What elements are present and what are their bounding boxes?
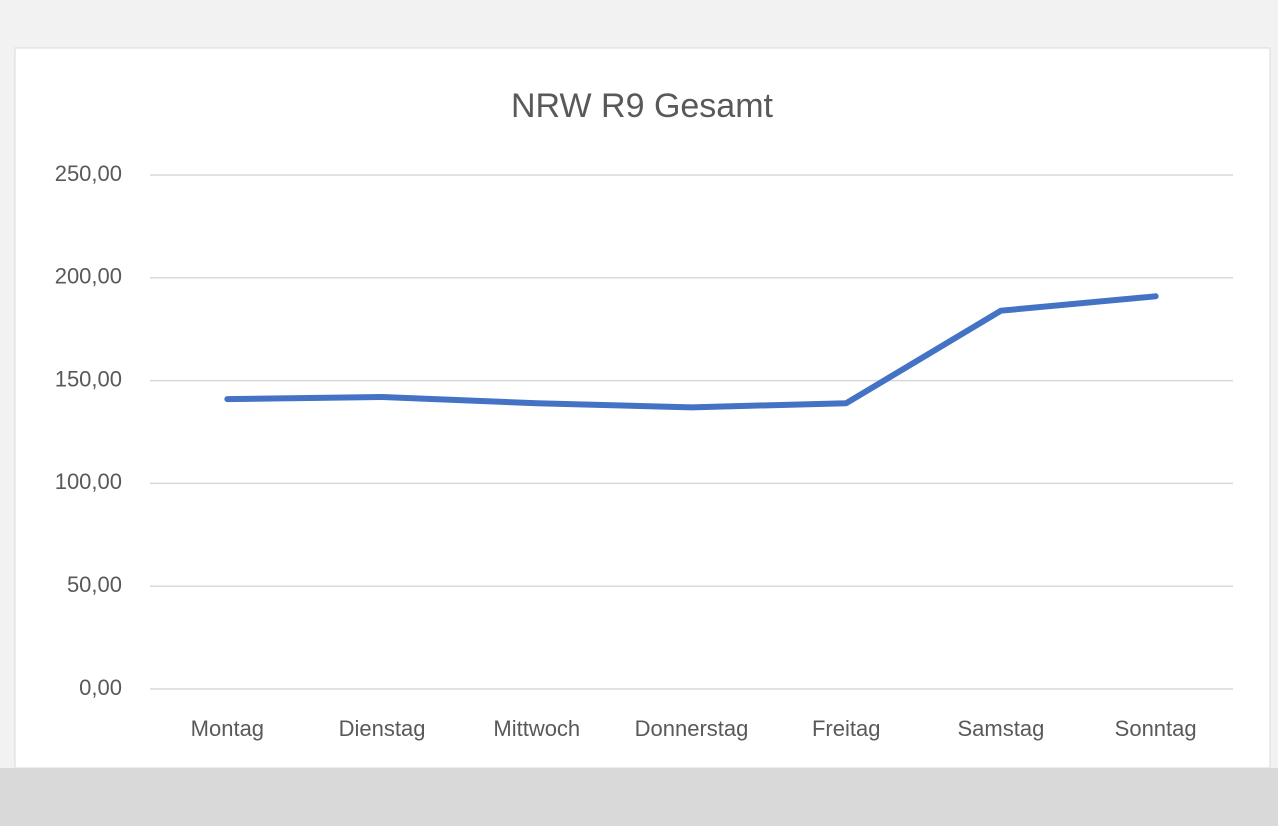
y-tick-label: 150,00 [55,366,122,391]
chart-title: NRW R9 Gesamt [511,87,774,125]
y-tick-label: 0,00 [79,675,122,700]
x-tick-label: Freitag [812,716,880,741]
x-tick-label: Donnerstag [635,716,749,741]
data-line [224,293,1159,411]
x-tick-label: Sonntag [1115,716,1197,741]
bottom-bar [0,768,1278,826]
y-tick-label: 250,00 [55,161,122,186]
y-tick-label: 100,00 [55,469,122,494]
y-tick-label: 200,00 [55,264,122,289]
x-tick-label: Mittwoch [493,716,580,741]
x-tick-label: Dienstag [339,716,426,741]
x-tick-label: Samstag [958,716,1045,741]
y-tick-label: 50,00 [67,572,122,597]
x-tick-label: Montag [191,716,264,741]
